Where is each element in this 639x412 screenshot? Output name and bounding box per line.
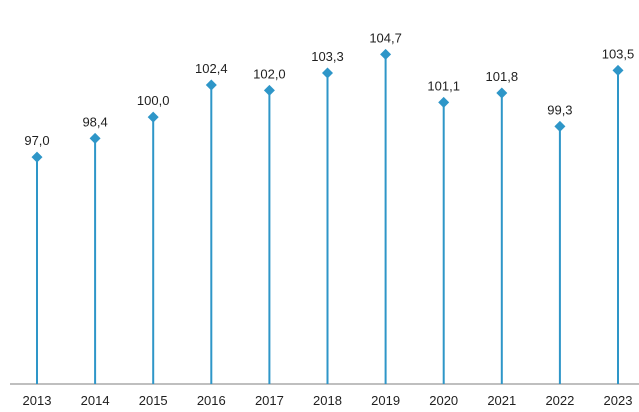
- markers-group: [31, 48, 624, 163]
- x-tick-label-2014: 2014: [81, 393, 110, 408]
- x-tick-labels-group: 2013 2014 2015 2016 2017 2018 2019 2020 2021 2022…: [23, 393, 633, 408]
- marker-2014: [89, 132, 101, 144]
- value-label-2021: 101,8: [486, 69, 519, 84]
- value-label-2013: 97,0: [24, 133, 49, 148]
- x-tick-label-2019: 2019: [371, 393, 400, 408]
- value-label-2019: 104,7: [369, 30, 402, 45]
- marker-2020: [438, 96, 450, 108]
- x-tick-label-2015: 2015: [139, 393, 168, 408]
- value-label-2020: 101,1: [427, 78, 460, 93]
- marker-2016: [205, 79, 217, 91]
- value-label-2015: 100,0: [137, 93, 170, 108]
- x-tick-label-2013: 2013: [23, 393, 52, 408]
- value-label-2017: 102,0: [253, 66, 286, 81]
- x-tick-label-2022: 2022: [545, 393, 574, 408]
- value-label-2016: 102,4: [195, 61, 228, 76]
- marker-2023: [612, 64, 624, 76]
- value-label-2022: 99,3: [547, 102, 572, 117]
- x-tick-label-2021: 2021: [487, 393, 516, 408]
- value-label-2018: 103,3: [311, 49, 344, 64]
- value-label-2023: 103,5: [602, 46, 635, 61]
- marker-2018: [322, 67, 333, 79]
- x-tick-label-2023: 2023: [604, 393, 633, 408]
- value-label-2014: 98,4: [82, 114, 107, 129]
- marker-2019: [380, 48, 392, 60]
- marker-2015: [147, 111, 159, 123]
- x-tick-label-2020: 2020: [429, 393, 458, 408]
- value-labels-group: 97,0 98,4 100,0 102,4 102,0 103,3 104,7 101,1 10…: [24, 30, 634, 148]
- x-tick-label-2017: 2017: [255, 393, 284, 408]
- x-tick-label-2016: 2016: [197, 393, 226, 408]
- marker-2013: [31, 151, 43, 163]
- stems-group: [36, 54, 619, 384]
- x-tick-label-2018: 2018: [313, 393, 342, 408]
- marker-2017: [263, 84, 275, 96]
- marker-2021: [496, 87, 508, 99]
- marker-2022: [554, 120, 566, 132]
